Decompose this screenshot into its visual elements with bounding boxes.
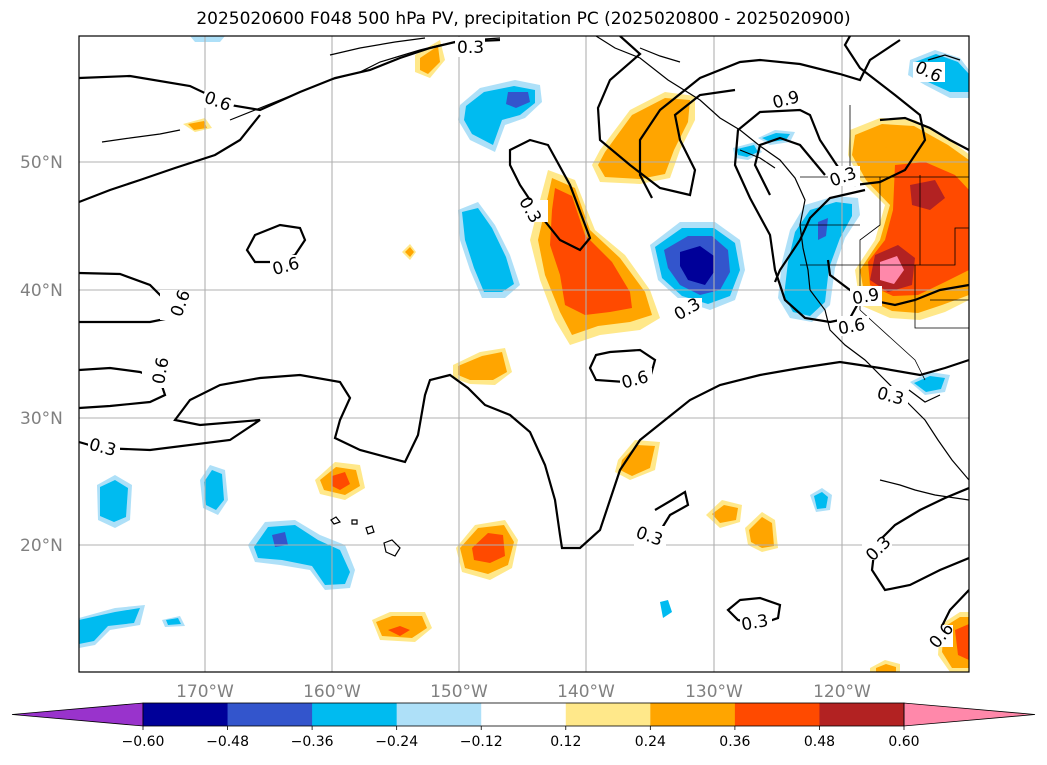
lon-labels: 170°W 160°W 150°W 140°W 130°W 120°W bbox=[176, 682, 871, 702]
colorbar-tick-label: 0.60 bbox=[888, 734, 919, 750]
colorbar-segment bbox=[650, 703, 736, 726]
shade-pos-mid bbox=[458, 352, 507, 380]
colorbar-segment bbox=[396, 703, 482, 726]
colorbar-extend-right bbox=[903, 702, 1036, 727]
colorbar-segment bbox=[143, 703, 229, 726]
shade-pos-mid bbox=[749, 517, 774, 548]
shade-neg-dark bbox=[506, 92, 530, 108]
shade-pos-dark bbox=[388, 626, 410, 636]
lon-label: 160°W bbox=[303, 682, 361, 702]
shade-pos-mid bbox=[620, 445, 655, 476]
shade-neg-mid bbox=[737, 145, 758, 157]
shade-pos-mid bbox=[188, 121, 207, 130]
shade-neg-darkest bbox=[680, 246, 714, 285]
colorbar-tick-label: 0.36 bbox=[719, 734, 750, 750]
lat-label: 40°N bbox=[20, 281, 63, 301]
colorbar-segment bbox=[481, 703, 567, 726]
colorbar-segment bbox=[227, 703, 313, 726]
shade-neg-mid bbox=[814, 492, 828, 509]
lon-label: 120°W bbox=[813, 682, 871, 702]
lat-label: 50°N bbox=[20, 153, 63, 173]
colorbar-tick-label: −0.12 bbox=[460, 734, 503, 750]
shade-pos-dark bbox=[472, 533, 505, 563]
figure-title: 2025020600 F048 500 hPa PV, precipitatio… bbox=[196, 9, 851, 29]
colorbar-extend-left bbox=[11, 702, 144, 727]
map-frame bbox=[78, 35, 970, 673]
colorbar-tick-label: −0.24 bbox=[375, 734, 418, 750]
political-borders bbox=[800, 105, 969, 381]
colorbar-segment bbox=[565, 703, 651, 726]
contour-label: 0.3 bbox=[457, 38, 484, 58]
lat-labels: 50°N 40°N 30°N 20°N bbox=[20, 153, 63, 556]
shade-pos-mid bbox=[876, 664, 896, 672]
shade-neg-mid bbox=[660, 600, 672, 618]
shade-pos-mid bbox=[880, 128, 900, 148]
shade-neg-light bbox=[190, 36, 225, 42]
shade-pos-dark bbox=[332, 472, 350, 490]
colorbar: −0.60 −0.48 −0.36 −0.24 −0.12 0.12 0.24 0.36 0.4… bbox=[11, 702, 1036, 750]
shade-neg-mid bbox=[204, 470, 224, 510]
lat-label: 30°N bbox=[20, 409, 63, 429]
map-frame-background bbox=[79, 36, 969, 672]
shade-neg-mid bbox=[166, 618, 181, 625]
colorbar-frame bbox=[142, 702, 905, 727]
shade-pos-mid bbox=[420, 46, 440, 74]
lon-label: 130°W bbox=[685, 682, 743, 702]
colorbar-segment bbox=[734, 703, 820, 726]
colorbar-tick-label: −0.48 bbox=[206, 734, 249, 750]
graticule bbox=[79, 36, 969, 672]
contour-label: 0.3 bbox=[740, 611, 770, 635]
shade-neg-dark bbox=[272, 532, 288, 547]
lon-label: 170°W bbox=[176, 682, 234, 702]
shade-pos-mid bbox=[712, 505, 738, 523]
lat-label: 20°N bbox=[20, 536, 63, 556]
colorbar-tick-label: −0.36 bbox=[291, 734, 334, 750]
lon-label: 140°W bbox=[557, 682, 615, 702]
colorbar-segment bbox=[312, 703, 398, 726]
shade-neg-mid bbox=[100, 480, 128, 522]
shade-pos-mid bbox=[405, 247, 414, 257]
colorbar-tick-label: −0.60 bbox=[122, 734, 165, 750]
colorbar-tick-label: 0.24 bbox=[635, 734, 666, 750]
colorbar-tick-label: 0.48 bbox=[804, 734, 835, 750]
contour-label: 0.6 bbox=[837, 315, 867, 339]
colorbar-ticks: −0.60 −0.48 −0.36 −0.24 −0.12 0.12 0.24 0.36 0.4… bbox=[122, 726, 920, 750]
contour-label: 0.9 bbox=[851, 285, 881, 309]
lon-label: 150°W bbox=[430, 682, 488, 702]
colorbar-segment bbox=[819, 703, 905, 726]
shade-neg-mid bbox=[462, 208, 514, 292]
shade-pos-dark bbox=[550, 188, 632, 315]
map-content: 0.3 0.6 0.6 0.6 0.6 0.3 0.3 0.6 0.9 0.3 … bbox=[79, 36, 969, 672]
shade-neg-mid bbox=[914, 376, 945, 392]
shade-pos-dark bbox=[955, 624, 969, 660]
colorbar-tick-label: 0.12 bbox=[550, 734, 581, 750]
shade-neg-dark bbox=[818, 218, 828, 240]
contour-label: 0.6 bbox=[149, 356, 173, 386]
colorbar-segments bbox=[11, 702, 1036, 727]
shade-pos-max bbox=[880, 256, 904, 284]
shade-neg-mid bbox=[79, 608, 140, 644]
